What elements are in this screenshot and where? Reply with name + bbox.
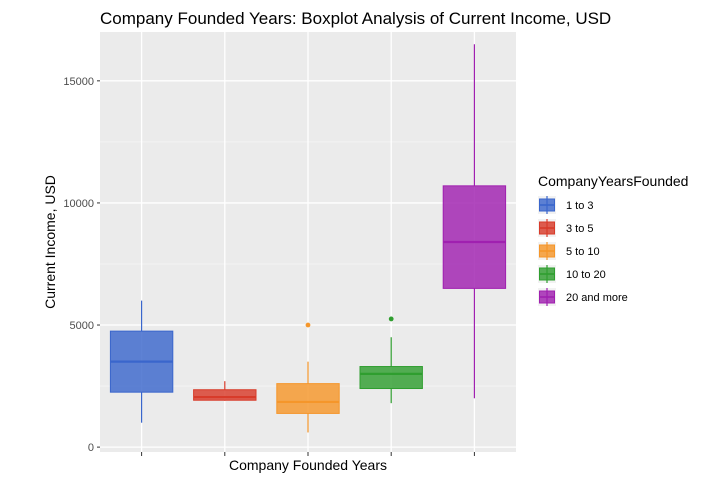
legend-item-3-to-5: 3 to 5 bbox=[538, 219, 594, 237]
legend-title: CompanyYearsFounded bbox=[538, 173, 688, 189]
box-20-and-more bbox=[442, 44, 507, 399]
legend-label: 5 to 10 bbox=[566, 246, 600, 258]
box-iqr bbox=[359, 366, 423, 390]
legend-label: 1 to 3 bbox=[566, 200, 594, 212]
chart-title: Company Founded Years: Boxplot Analysis … bbox=[100, 9, 611, 28]
legend-item-1-to-3: 1 to 3 bbox=[538, 196, 594, 214]
outlier-point bbox=[305, 322, 311, 328]
legend: CompanyYearsFounded 1 to 3 3 to 5 5 to 10 1… bbox=[538, 173, 688, 306]
y-tick-label: 0 bbox=[88, 442, 94, 454]
box-iqr bbox=[276, 383, 340, 414]
box-iqr bbox=[193, 389, 257, 401]
box-3-to-5 bbox=[193, 381, 257, 401]
legend-label: 3 to 5 bbox=[566, 223, 594, 235]
x-axis-title: Company Founded Years bbox=[229, 457, 387, 473]
box-10-to-20 bbox=[359, 316, 423, 404]
legend-label: 10 to 20 bbox=[566, 269, 606, 281]
outlier-point bbox=[388, 316, 394, 322]
box-series bbox=[109, 44, 507, 433]
y-tick-label: 5000 bbox=[70, 320, 94, 332]
x-axis bbox=[141, 452, 475, 456]
y-axis: 0 5000 10000 15000 bbox=[63, 76, 100, 454]
y-tick-label: 15000 bbox=[63, 76, 94, 88]
y-tick-label: 10000 bbox=[63, 198, 94, 210]
box-1-to-3 bbox=[109, 300, 174, 423]
legend-label: 20 and more bbox=[566, 292, 628, 304]
legend-item-10-to-20: 10 to 20 bbox=[538, 265, 606, 283]
y-axis-title: Current Income, USD bbox=[42, 175, 58, 309]
box-iqr bbox=[442, 185, 507, 289]
box-5-to-10 bbox=[276, 322, 340, 433]
legend-item-20-and-more: 20 and more bbox=[538, 288, 628, 306]
legend-item-5-to-10: 5 to 10 bbox=[538, 242, 600, 260]
